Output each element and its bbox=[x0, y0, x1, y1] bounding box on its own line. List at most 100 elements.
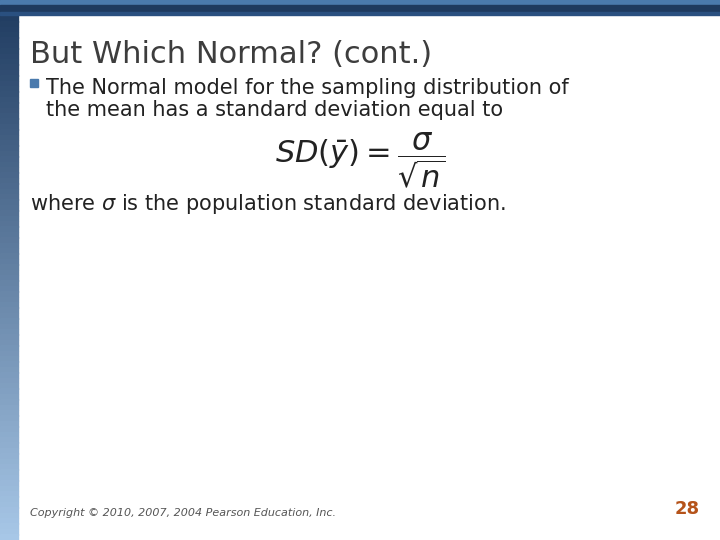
Bar bbox=[0, 415, 18, 421]
Bar bbox=[0, 334, 18, 340]
Bar bbox=[0, 399, 18, 405]
Bar bbox=[0, 37, 18, 43]
Bar bbox=[0, 183, 18, 189]
Bar bbox=[0, 394, 18, 400]
Bar bbox=[0, 178, 18, 184]
Text: The Normal model for the sampling distribution of: The Normal model for the sampling distri… bbox=[46, 78, 569, 98]
Bar bbox=[0, 491, 18, 497]
Bar bbox=[0, 480, 18, 486]
Text: $\mathit{SD}(\bar{y})= \dfrac{\sigma}{\sqrt{n}}$: $\mathit{SD}(\bar{y})= \dfrac{\sigma}{\s… bbox=[275, 130, 445, 190]
Bar bbox=[0, 372, 18, 378]
Bar bbox=[0, 523, 18, 529]
Bar bbox=[0, 188, 18, 194]
Bar bbox=[0, 0, 18, 5]
Bar bbox=[0, 453, 18, 459]
Text: 28: 28 bbox=[675, 500, 700, 518]
Bar bbox=[0, 0, 720, 5]
Bar bbox=[0, 431, 18, 437]
Bar bbox=[0, 194, 18, 200]
Bar bbox=[0, 145, 18, 151]
Bar bbox=[0, 529, 18, 535]
Bar bbox=[0, 5, 18, 11]
Bar bbox=[0, 10, 18, 16]
Bar bbox=[0, 43, 18, 49]
Bar bbox=[0, 86, 18, 92]
Bar bbox=[0, 318, 18, 324]
Bar bbox=[0, 280, 18, 286]
Bar bbox=[0, 70, 18, 76]
Bar bbox=[0, 151, 18, 157]
Text: where $\sigma$ is the population standard deviation.: where $\sigma$ is the population standar… bbox=[30, 192, 506, 216]
Bar bbox=[0, 464, 18, 470]
Bar bbox=[0, 53, 18, 59]
Bar bbox=[0, 26, 18, 32]
Bar bbox=[0, 16, 18, 22]
Bar bbox=[0, 275, 18, 281]
Text: Copyright © 2010, 2007, 2004 Pearson Education, Inc.: Copyright © 2010, 2007, 2004 Pearson Edu… bbox=[30, 508, 336, 518]
Bar bbox=[0, 388, 18, 394]
Bar bbox=[0, 448, 18, 454]
Bar bbox=[0, 377, 18, 383]
Bar bbox=[0, 442, 18, 448]
Bar bbox=[0, 5, 720, 12]
Bar bbox=[0, 383, 18, 389]
Bar bbox=[0, 345, 18, 351]
Bar bbox=[0, 302, 18, 308]
Bar bbox=[0, 221, 18, 227]
Bar bbox=[0, 253, 18, 259]
Bar bbox=[0, 107, 18, 113]
Bar bbox=[0, 210, 18, 216]
Bar bbox=[0, 259, 18, 265]
Bar bbox=[0, 167, 18, 173]
Bar bbox=[0, 172, 18, 178]
Bar bbox=[0, 242, 18, 248]
Bar bbox=[0, 161, 18, 167]
Bar bbox=[0, 129, 18, 135]
Bar bbox=[0, 507, 18, 513]
Bar bbox=[0, 340, 18, 346]
Bar bbox=[0, 421, 18, 427]
Bar bbox=[0, 296, 18, 302]
Bar bbox=[0, 356, 18, 362]
Text: the mean has a standard deviation equal to: the mean has a standard deviation equal … bbox=[46, 100, 503, 120]
Bar bbox=[0, 264, 18, 270]
Bar bbox=[0, 124, 18, 130]
Bar bbox=[0, 367, 18, 373]
Bar bbox=[0, 140, 18, 146]
Bar bbox=[0, 350, 18, 356]
Bar bbox=[0, 75, 18, 81]
Bar bbox=[0, 496, 18, 502]
Bar bbox=[0, 102, 18, 108]
Bar bbox=[0, 91, 18, 97]
Bar bbox=[0, 237, 18, 243]
Text: But Which Normal? (cont.): But Which Normal? (cont.) bbox=[30, 40, 432, 69]
Bar bbox=[0, 518, 18, 524]
Bar bbox=[0, 485, 18, 491]
Bar bbox=[0, 205, 18, 211]
Bar bbox=[0, 59, 18, 65]
Bar bbox=[0, 80, 18, 86]
Bar bbox=[0, 329, 18, 335]
Bar bbox=[0, 307, 18, 313]
Bar bbox=[0, 64, 18, 70]
Bar bbox=[0, 248, 18, 254]
Bar bbox=[0, 512, 18, 518]
Bar bbox=[0, 323, 18, 329]
Bar bbox=[0, 469, 18, 475]
Bar bbox=[0, 361, 18, 367]
Bar bbox=[0, 437, 18, 443]
Bar bbox=[0, 226, 18, 232]
Bar bbox=[0, 286, 18, 292]
Bar bbox=[0, 232, 18, 238]
Bar bbox=[0, 12, 720, 15]
Bar bbox=[0, 426, 18, 432]
Bar bbox=[0, 156, 18, 162]
Bar bbox=[30, 79, 38, 87]
Bar bbox=[0, 134, 18, 140]
Bar bbox=[0, 113, 18, 119]
Bar bbox=[0, 534, 18, 540]
Bar bbox=[0, 32, 18, 38]
Bar bbox=[0, 291, 18, 297]
Bar bbox=[0, 215, 18, 221]
Bar bbox=[0, 97, 18, 103]
